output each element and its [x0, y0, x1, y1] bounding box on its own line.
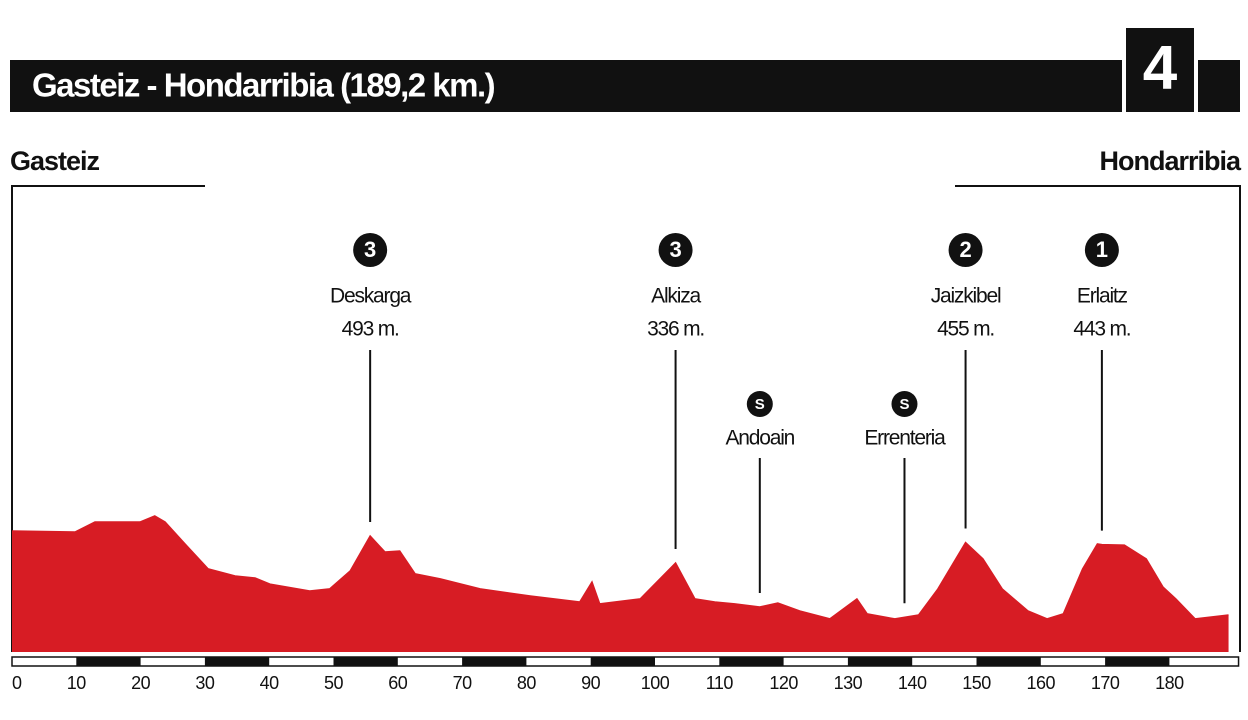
climb-name: Jaizkibel	[931, 285, 1001, 308]
climb-elevation: 493 m.	[342, 318, 399, 341]
category-label: 1	[1096, 237, 1108, 262]
climb-name: Deskarga	[330, 285, 412, 308]
climb-elevation: 455 m.	[937, 318, 994, 341]
category-label: 2	[959, 237, 971, 262]
elevation-line	[11, 515, 1229, 620]
x-tick-label: 160	[1027, 673, 1056, 693]
distance-segment	[590, 657, 655, 666]
x-tick-label: 50	[324, 673, 344, 693]
climb-name: Errenteria	[864, 427, 946, 450]
chart-title: Gasteiz - Hondarribia (189,2 km.)	[32, 67, 495, 104]
start-label: Gasteiz	[10, 146, 100, 176]
x-tick-label: 10	[67, 673, 87, 693]
climb-elevation: 443 m.	[1073, 318, 1130, 341]
x-tick-label: 180	[1155, 673, 1184, 693]
finish-frame	[955, 185, 1241, 652]
x-tick-label: 90	[581, 673, 601, 693]
x-tick-label: 20	[131, 673, 151, 693]
category-badge	[1084, 233, 1119, 267]
climb-name: Alkiza	[651, 285, 701, 308]
x-tick-label: 40	[260, 673, 280, 693]
category-badge	[658, 233, 693, 267]
x-tick-label: 120	[769, 673, 798, 693]
distance-segment	[719, 657, 784, 666]
distance-segment	[204, 657, 270, 666]
x-tick-label: 0	[12, 673, 22, 693]
category-badge	[746, 391, 773, 417]
category-badge	[948, 233, 983, 267]
start-frame	[11, 185, 205, 652]
climb-name: Andoain	[725, 427, 794, 450]
distance-segment	[462, 657, 527, 666]
distance-segment	[1105, 657, 1170, 666]
distance-segment	[333, 657, 398, 666]
stage-number: 4	[1143, 33, 1178, 102]
stage-box	[1126, 28, 1194, 112]
x-tick-label: 170	[1091, 673, 1120, 693]
x-tick-label: 130	[834, 673, 863, 693]
finish-label: Hondarribia	[1099, 146, 1242, 176]
elevation-area	[12, 515, 1229, 652]
distance-segment	[76, 657, 141, 666]
title-bar	[10, 60, 1122, 112]
x-tick-label: 70	[453, 673, 473, 693]
distance-segment	[976, 657, 1041, 666]
category-badge	[353, 233, 388, 267]
category-label: 3	[364, 237, 376, 262]
x-tick-label: 60	[388, 673, 408, 693]
x-tick-label: 100	[641, 673, 670, 693]
category-label: S	[755, 396, 765, 413]
x-tick-label: 80	[517, 673, 537, 693]
climb-name: Erlaitz	[1077, 285, 1128, 308]
category-label: S	[899, 396, 909, 413]
x-tick-label: 110	[706, 673, 734, 693]
category-badge	[891, 391, 918, 417]
distance-segment	[847, 657, 913, 666]
category-label: 3	[669, 237, 681, 262]
x-tick-label: 140	[898, 673, 927, 693]
x-tick-label: 30	[195, 673, 215, 693]
x-tick-label: 150	[962, 673, 991, 693]
title-bar-end	[1198, 60, 1240, 112]
climb-elevation: 336 m.	[647, 318, 704, 341]
